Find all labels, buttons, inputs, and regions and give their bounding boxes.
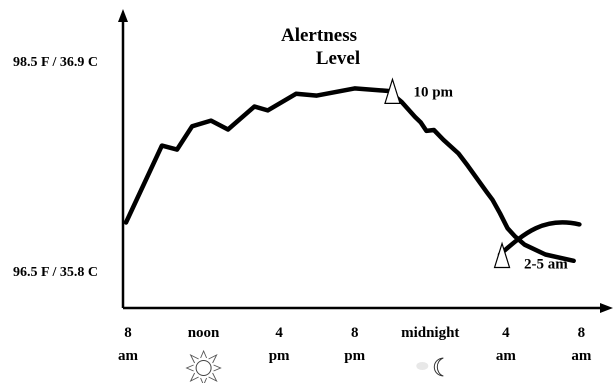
chart-title-line2: Level — [316, 48, 360, 69]
x-tick-label: 4 — [502, 325, 510, 341]
annotation-2-5am: 2-5 am — [524, 257, 568, 273]
alertness-series-line — [123, 86, 576, 264]
moon-icon — [416, 357, 444, 377]
x-tick-label-line2: pm — [269, 348, 290, 364]
x-tick-label: noon — [188, 325, 220, 341]
x-tick-label: 4 — [275, 325, 283, 341]
alertness-series-tail — [497, 220, 582, 257]
x-tick-label-line2: am — [118, 348, 139, 364]
x-tick-label: 8 — [351, 325, 359, 341]
y-axis-arrow — [118, 9, 128, 22]
y-tick-label-low: 96.5 F / 35.8 C — [13, 265, 98, 280]
x-tick-label: midnight — [401, 325, 459, 341]
annotation-10pm: 10 pm — [413, 84, 453, 100]
sun-icon — [185, 349, 222, 383]
x-axis-arrow — [600, 303, 613, 313]
peak-marker — [384, 77, 401, 104]
x-tick-label-line2: am — [571, 348, 592, 364]
chart-title-line1: Alertness — [281, 25, 357, 46]
x-tick-label: 8 — [124, 325, 132, 341]
x-tick-labels: 8 am noon 4 pm 8 pm midnight 4 am 8 am — [118, 325, 592, 364]
x-tick-label-line2: pm — [344, 348, 365, 364]
trough-marker — [493, 241, 511, 269]
x-tick-label-line2: am — [496, 348, 517, 364]
x-tick-label: 8 — [578, 325, 586, 341]
y-tick-label-high: 98.5 F / 36.9 C — [13, 55, 98, 70]
